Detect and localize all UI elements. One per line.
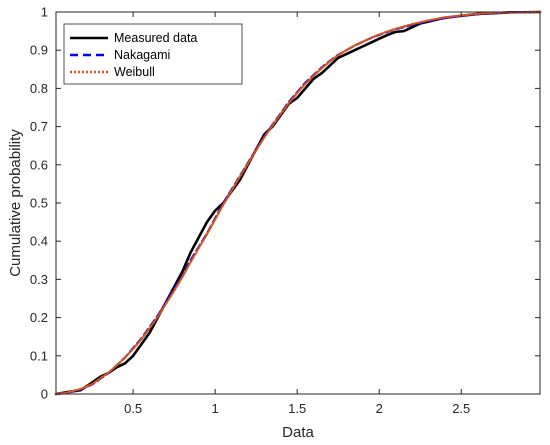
y-tick-label: 1 bbox=[41, 5, 48, 20]
x-tick-label: 0.5 bbox=[124, 401, 142, 416]
x-tick-label: 1.5 bbox=[288, 401, 306, 416]
y-tick-label: 0 bbox=[41, 387, 48, 402]
legend: Measured data Nakagami Weibull bbox=[63, 23, 243, 85]
y-axis-label: Cumulative probability bbox=[7, 129, 24, 277]
y-tick-label: 0.7 bbox=[30, 119, 48, 134]
y-tick-label: 0.6 bbox=[30, 157, 48, 172]
ticks-layer bbox=[56, 11, 540, 395]
legend-label-measured: Measured data bbox=[114, 31, 197, 45]
y-tick-label: 0.1 bbox=[30, 348, 48, 363]
legend-box bbox=[63, 23, 243, 85]
x-tick-label: 1 bbox=[212, 401, 219, 416]
series-line-weibull bbox=[54, 10, 542, 396]
y-tick-label: 0.2 bbox=[30, 310, 48, 325]
x-tick-label: 2 bbox=[376, 401, 383, 416]
tick-labels: 0.5 1 1.5 2 2.5 0 0.1 0.2 0.3 0.4 0.5 0.6 0.7 0.8 0.9 1 bbox=[30, 5, 470, 417]
y-tick-label: 0.9 bbox=[30, 43, 48, 58]
legend-label-nakagami: Nakagami bbox=[114, 48, 170, 62]
y-tick-label: 0.5 bbox=[30, 196, 48, 211]
x-axis-label: Data bbox=[282, 424, 314, 441]
series-layer bbox=[54, 10, 542, 396]
x-tick-label: 2.5 bbox=[452, 401, 470, 416]
legend-label-weibull: Weibull bbox=[114, 65, 155, 79]
y-tick-label: 0.8 bbox=[30, 81, 48, 96]
y-tick-label: 0.3 bbox=[30, 272, 48, 287]
y-tick-label: 0.4 bbox=[30, 234, 48, 249]
